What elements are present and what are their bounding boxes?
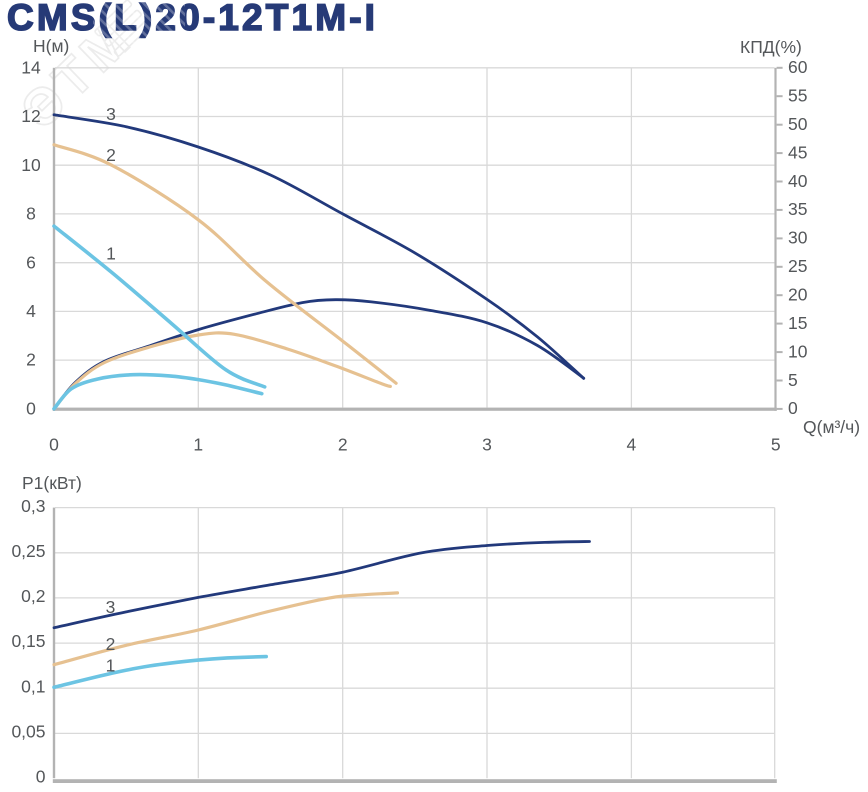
svg-text:20: 20	[788, 285, 808, 305]
svg-text:60: 60	[788, 57, 808, 77]
svg-text:25: 25	[788, 256, 807, 276]
svg-text:4: 4	[26, 301, 36, 321]
svg-text:0: 0	[26, 398, 36, 418]
svg-text:3: 3	[106, 104, 116, 124]
svg-text:10: 10	[788, 341, 808, 361]
svg-text:6: 6	[26, 252, 36, 272]
svg-text:CMS(L)20-12T1M-I: CMS(L)20-12T1M-I	[7, 0, 378, 38]
svg-text:55: 55	[788, 86, 807, 106]
svg-text:30: 30	[788, 228, 808, 248]
svg-text:0,1: 0,1	[21, 676, 45, 696]
svg-text:P1(кВт): P1(кВт)	[22, 473, 82, 493]
svg-text:8: 8	[26, 204, 36, 224]
svg-text:0: 0	[49, 435, 59, 455]
svg-text:5: 5	[771, 435, 781, 455]
svg-text:14: 14	[21, 57, 41, 77]
svg-text:2: 2	[26, 350, 36, 370]
svg-text:0,25: 0,25	[11, 541, 45, 561]
svg-text:0,05: 0,05	[11, 722, 45, 742]
svg-text:1: 1	[193, 435, 203, 455]
svg-text:40: 40	[788, 171, 808, 191]
svg-text:1: 1	[106, 656, 116, 676]
svg-text:15: 15	[788, 313, 807, 333]
svg-text:0,2: 0,2	[21, 586, 45, 606]
svg-text:2: 2	[106, 634, 116, 654]
svg-text:0: 0	[788, 398, 798, 418]
svg-text:2: 2	[338, 435, 348, 455]
svg-text:3: 3	[106, 597, 116, 617]
svg-text:35: 35	[788, 199, 807, 219]
svg-text:50: 50	[788, 114, 808, 134]
svg-text:КПД(%): КПД(%)	[740, 37, 802, 57]
svg-text:Н(м): Н(м)	[33, 36, 69, 56]
svg-text:5: 5	[788, 370, 798, 390]
svg-text:1: 1	[106, 244, 116, 264]
svg-text:0,3: 0,3	[21, 496, 45, 516]
svg-text:0: 0	[36, 767, 46, 787]
svg-text:12: 12	[21, 106, 40, 126]
svg-text:45: 45	[788, 142, 807, 162]
svg-text:4: 4	[627, 435, 637, 455]
svg-text:10: 10	[21, 155, 41, 175]
svg-text:0,15: 0,15	[11, 631, 45, 651]
svg-text:2: 2	[106, 145, 116, 165]
svg-text:Q(м³/ч): Q(м³/ч)	[803, 417, 860, 437]
svg-text:3: 3	[482, 435, 492, 455]
